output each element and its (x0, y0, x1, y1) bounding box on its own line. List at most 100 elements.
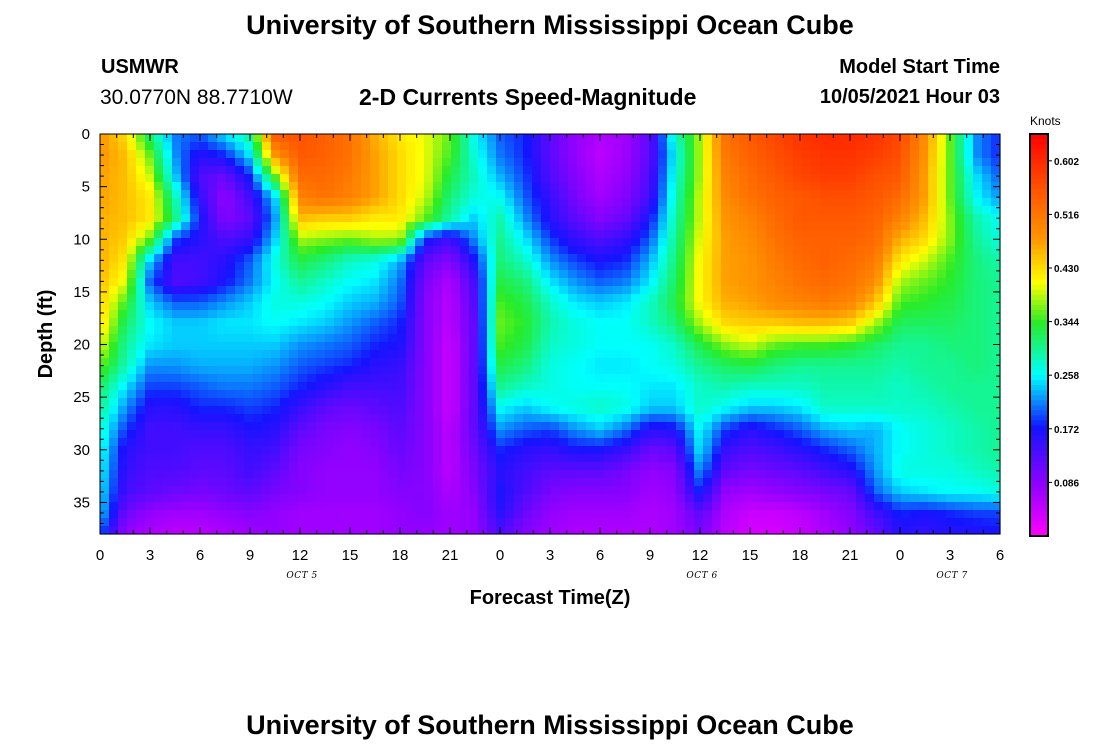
heatmap-cell (262, 230, 272, 239)
heatmap-cell (919, 310, 929, 319)
heatmap-cell (397, 462, 407, 471)
heatmap-cell (199, 198, 209, 207)
heatmap-cell (208, 238, 218, 247)
heatmap-cell (865, 526, 875, 535)
heatmap-cell (982, 166, 992, 175)
heatmap-cell (766, 510, 776, 519)
heatmap-cell (982, 206, 992, 215)
heatmap-cell (100, 270, 110, 279)
heatmap-cell (883, 494, 893, 503)
heatmap-cell (550, 502, 560, 511)
heatmap-cell (559, 134, 569, 143)
heatmap-cell (145, 470, 155, 479)
heatmap-cell (622, 206, 632, 215)
heatmap-cell (838, 310, 848, 319)
heatmap-cell (766, 478, 776, 487)
heatmap-cell (793, 150, 803, 159)
heatmap-cell (910, 518, 920, 527)
heatmap-cell (280, 510, 290, 519)
heatmap-cell (415, 350, 425, 359)
heatmap-cell (334, 422, 344, 431)
heatmap-cell (361, 334, 371, 343)
heatmap-cell (100, 286, 110, 295)
heatmap-cell (712, 414, 722, 423)
heatmap-cell (505, 270, 515, 279)
heatmap-cell (244, 270, 254, 279)
heatmap-cell (361, 294, 371, 303)
heatmap-cell (793, 190, 803, 199)
heatmap-cell (505, 262, 515, 271)
heatmap-cell (712, 374, 722, 383)
heatmap-cell (469, 326, 479, 335)
heatmap-cell (145, 366, 155, 375)
heatmap-cell (370, 382, 380, 391)
heatmap-cell (613, 270, 623, 279)
heatmap-cell (901, 254, 911, 263)
heatmap-cell (397, 366, 407, 375)
heatmap-cell (316, 502, 326, 511)
heatmap-cell (361, 206, 371, 215)
heatmap-cell (217, 262, 227, 271)
heatmap-cell (559, 190, 569, 199)
heatmap-cell (208, 318, 218, 327)
heatmap-cell (163, 254, 173, 263)
heatmap-cell (181, 390, 191, 399)
heatmap-cell (325, 302, 335, 311)
heatmap-cell (415, 390, 425, 399)
heatmap-cell (217, 214, 227, 223)
heatmap-cell (172, 494, 182, 503)
heatmap-cell (577, 510, 587, 519)
heatmap-cell (469, 310, 479, 319)
heatmap-cell (433, 326, 443, 335)
heatmap-cell (640, 198, 650, 207)
heatmap-cell (253, 438, 263, 447)
heatmap-cell (541, 142, 551, 151)
heatmap-cell (946, 350, 956, 359)
heatmap-cell (280, 158, 290, 167)
heatmap-cell (226, 238, 236, 247)
heatmap-cell (532, 526, 542, 535)
heatmap-cell (802, 398, 812, 407)
heatmap-cell (703, 494, 713, 503)
heatmap-cell (289, 486, 299, 495)
heatmap-cell (388, 142, 398, 151)
heatmap-cell (721, 414, 731, 423)
heatmap-cell (181, 422, 191, 431)
heatmap-cell (973, 318, 983, 327)
heatmap-cell (631, 174, 641, 183)
heatmap-cell (883, 422, 893, 431)
heatmap-cell (397, 182, 407, 191)
heatmap-cell (424, 214, 434, 223)
heatmap-cell (919, 486, 929, 495)
heatmap-cell (613, 222, 623, 231)
heatmap-cell (865, 318, 875, 327)
heatmap-cell (109, 478, 119, 487)
heatmap-cell (496, 478, 506, 487)
heatmap-cell (316, 342, 326, 351)
heatmap-cell (856, 182, 866, 191)
heatmap-cell (676, 510, 686, 519)
heatmap-cell (910, 470, 920, 479)
heatmap-cell (298, 462, 308, 471)
heatmap-cell (361, 518, 371, 527)
heatmap-cell (955, 238, 965, 247)
heatmap-cell (307, 358, 317, 367)
heatmap-cell (991, 262, 1001, 271)
heatmap-cell (613, 526, 623, 535)
heatmap-cell (595, 246, 605, 255)
heatmap-cell (496, 486, 506, 495)
heatmap-cell (442, 374, 452, 383)
heatmap-cell (793, 134, 803, 143)
heatmap-cell (388, 462, 398, 471)
heatmap-cell (757, 390, 767, 399)
heatmap-cell (892, 518, 902, 527)
heatmap-cell (334, 374, 344, 383)
heatmap-cell (766, 334, 776, 343)
heatmap-cell (631, 358, 641, 367)
heatmap-cell (640, 182, 650, 191)
heatmap-cell (856, 190, 866, 199)
heatmap-cell (631, 494, 641, 503)
heatmap-cell (703, 398, 713, 407)
heatmap-cell (100, 454, 110, 463)
heatmap-cell (190, 494, 200, 503)
